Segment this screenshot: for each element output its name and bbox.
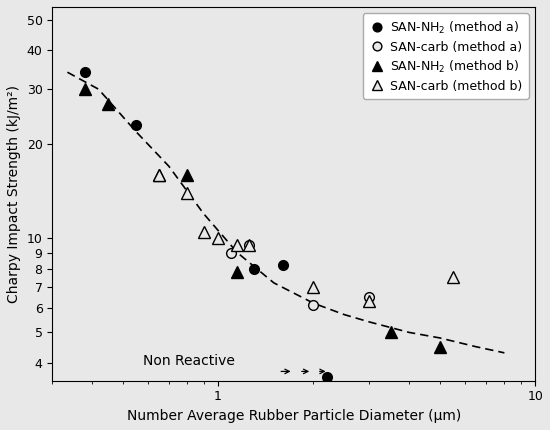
- SAN-carb (method a): [228, 250, 234, 255]
- Line: SAN-NH$_2$ (method a): SAN-NH$_2$ (method a): [80, 68, 332, 382]
- Line: SAN-NH$_2$ (method b): SAN-NH$_2$ (method b): [79, 84, 445, 352]
- SAN-carb (method b): [449, 275, 456, 280]
- SAN-carb (method b): [234, 243, 240, 248]
- Y-axis label: Charpy Impact Strength (kJ/m²): Charpy Impact Strength (kJ/m²): [7, 85, 21, 303]
- SAN-carb (method b): [310, 284, 317, 289]
- SAN-carb (method b): [366, 298, 372, 304]
- SAN-carb (method a): [245, 243, 252, 248]
- SAN-NH$_2$ (method a): [81, 70, 88, 75]
- SAN-NH$_2$ (method b): [234, 270, 240, 275]
- SAN-NH$_2$ (method a): [133, 123, 139, 128]
- SAN-NH$_2$ (method a): [323, 375, 330, 380]
- SAN-NH$_2$ (method a): [251, 266, 257, 271]
- Text: Non Reactive: Non Reactive: [143, 354, 235, 368]
- SAN-carb (method b): [200, 229, 207, 234]
- SAN-NH$_2$ (method b): [81, 86, 88, 92]
- SAN-NH$_2$ (method b): [104, 101, 111, 106]
- SAN-NH$_2$ (method b): [184, 172, 191, 177]
- SAN-carb (method a): [310, 303, 317, 308]
- X-axis label: Number Average Rubber Particle Diameter (μm): Number Average Rubber Particle Diameter …: [126, 409, 461, 423]
- SAN-NH$_2$ (method b): [436, 344, 443, 349]
- Line: SAN-carb (method b): SAN-carb (method b): [153, 169, 458, 307]
- Line: SAN-carb (method a): SAN-carb (method a): [226, 240, 374, 310]
- SAN-NH$_2$ (method a): [279, 263, 286, 268]
- SAN-carb (method b): [156, 172, 162, 177]
- SAN-carb (method b): [245, 243, 252, 248]
- SAN-carb (method b): [214, 236, 221, 241]
- Legend: SAN-NH$_2$ (method a), SAN-carb (method a), SAN-NH$_2$ (method b), SAN-carb (met: SAN-NH$_2$ (method a), SAN-carb (method …: [363, 13, 529, 99]
- SAN-NH$_2$ (method b): [387, 330, 394, 335]
- SAN-NH$_2$ (method b): [156, 172, 162, 177]
- SAN-carb (method b): [184, 190, 191, 195]
- SAN-carb (method a): [366, 294, 372, 299]
